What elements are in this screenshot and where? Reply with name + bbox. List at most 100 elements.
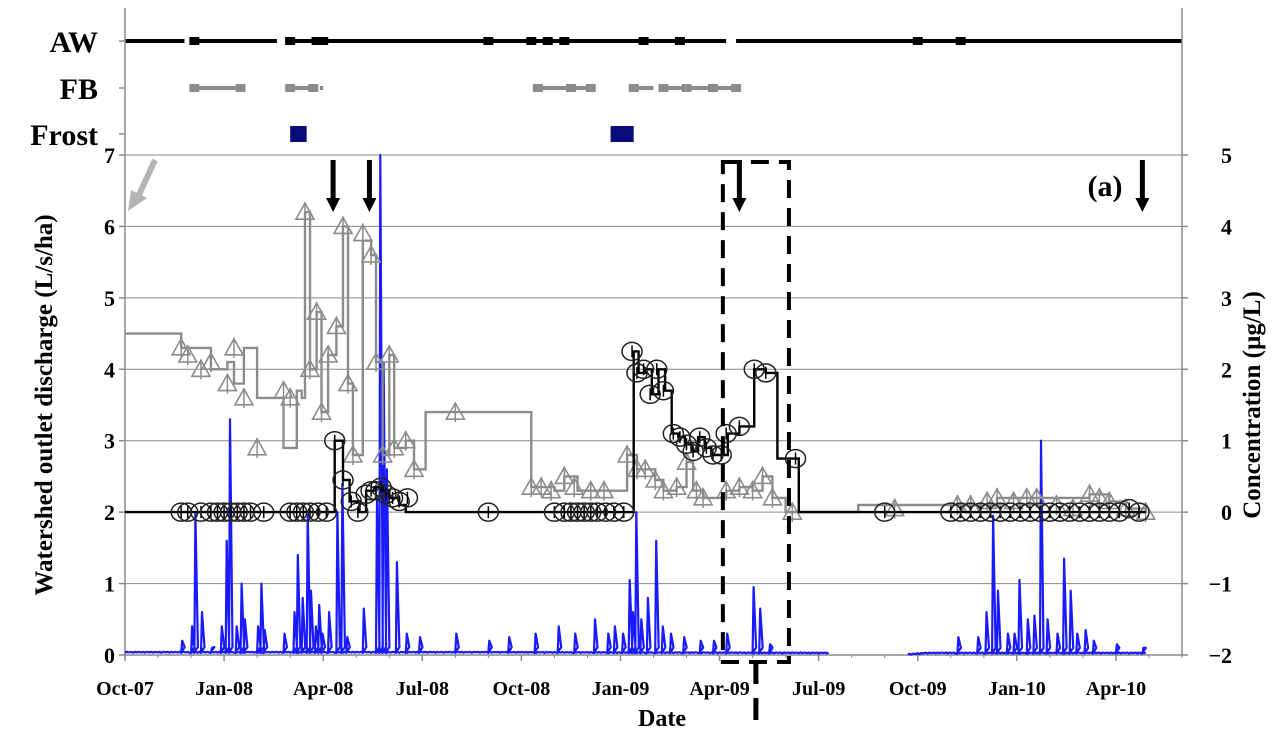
grey-triangle-point bbox=[326, 315, 347, 335]
grey-triangle-point bbox=[233, 387, 255, 406]
status-marker bbox=[585, 84, 596, 92]
black-circle-point bbox=[784, 448, 807, 469]
grey-triangle-point bbox=[190, 358, 212, 378]
grey-triangle-point bbox=[342, 444, 364, 463]
grey-triangle-point bbox=[299, 358, 321, 378]
grey-triangle-point bbox=[616, 444, 638, 463]
left-tick-label: 7 bbox=[104, 143, 115, 168]
grey-triangle-point bbox=[279, 387, 301, 406]
status-marker bbox=[189, 84, 200, 92]
x-tick-label: Jul-08 bbox=[396, 678, 449, 700]
black-circle-point bbox=[396, 488, 419, 508]
annotations bbox=[128, 158, 1150, 734]
black-circle-point bbox=[662, 423, 685, 444]
black-circle-point bbox=[323, 430, 346, 451]
grey-triangle-point bbox=[294, 201, 316, 220]
grey-triangle-point bbox=[246, 437, 268, 456]
right-tick-label: −2 bbox=[1208, 643, 1232, 668]
status-marker bbox=[731, 84, 742, 92]
grey-triangle-point bbox=[395, 430, 417, 449]
right-tick-label: 2 bbox=[1221, 357, 1232, 382]
black-circle-point bbox=[715, 423, 737, 444]
grey-triangle-point bbox=[676, 451, 697, 470]
black-circle-point bbox=[613, 502, 635, 522]
black-circle-point bbox=[307, 502, 329, 522]
black-circle-point bbox=[226, 502, 249, 522]
status-marker bbox=[674, 37, 685, 45]
black-circle-point bbox=[728, 416, 751, 437]
x-tick-label: Oct-09 bbox=[889, 678, 947, 700]
status-row-label: Frost bbox=[30, 119, 98, 152]
axes bbox=[119, 8, 1188, 661]
status-marker bbox=[318, 37, 329, 45]
grey-triangle-point bbox=[686, 480, 707, 499]
black-circle-point bbox=[477, 502, 500, 522]
x-tick-label: Apr-10 bbox=[1086, 678, 1146, 700]
status-marker bbox=[285, 37, 296, 45]
grey-triangle-point bbox=[200, 351, 222, 370]
black-circle-point bbox=[586, 502, 609, 522]
discharge-line bbox=[124, 153, 1147, 656]
grey-triangle-point bbox=[540, 480, 562, 499]
grey-triangle-point bbox=[563, 476, 585, 495]
grey-triangle-point bbox=[530, 476, 552, 495]
grey-triangle-point bbox=[692, 487, 714, 506]
right-tick-label: 3 bbox=[1221, 286, 1232, 311]
grey-triangle-point bbox=[729, 476, 750, 495]
left-tick-label: 0 bbox=[104, 643, 115, 668]
grey-triangle-point bbox=[360, 244, 382, 263]
status-marker bbox=[483, 37, 494, 45]
grey-triangle-point bbox=[444, 401, 466, 420]
grey-triangle-point bbox=[352, 222, 374, 242]
grey-step-line bbox=[125, 210, 1147, 514]
grey-triangle-point bbox=[337, 372, 359, 392]
frost-block bbox=[610, 126, 634, 142]
grey-triangle-point bbox=[653, 480, 674, 499]
status-marker bbox=[308, 84, 319, 92]
black-circle-point bbox=[315, 502, 338, 522]
status-marker bbox=[532, 84, 543, 92]
black-circle-point bbox=[579, 502, 602, 522]
black-circle-point bbox=[1128, 502, 1150, 522]
x-tick-label: Oct-08 bbox=[492, 678, 550, 700]
x-tick-label: Apr-09 bbox=[689, 678, 749, 700]
right-tick-label: 1 bbox=[1221, 429, 1232, 454]
right-tick-label: −1 bbox=[1208, 572, 1232, 597]
grey-triangle-point bbox=[644, 469, 666, 488]
black-circle-point bbox=[743, 359, 765, 380]
right-tick-label: 5 bbox=[1221, 143, 1232, 168]
grey-triangle-point bbox=[634, 458, 656, 478]
grey-triangle-point bbox=[403, 458, 425, 478]
grey-triangle-point bbox=[762, 487, 783, 506]
grey-triangle-point bbox=[217, 372, 238, 392]
status-marker bbox=[955, 37, 966, 45]
grey-arrow-head bbox=[128, 190, 147, 211]
status-marker bbox=[638, 37, 649, 45]
black-circle-point bbox=[347, 502, 369, 522]
x-tick-label: Apr-08 bbox=[293, 678, 353, 700]
status-marker bbox=[628, 84, 639, 92]
x-tick-label: Oct-07 bbox=[96, 678, 154, 700]
black-circle-point bbox=[177, 502, 199, 522]
black-concentration-series bbox=[125, 341, 1150, 522]
status-marker bbox=[912, 37, 923, 45]
grey-triangle-point bbox=[976, 490, 998, 510]
x-axis-title: Date bbox=[638, 706, 686, 732]
x-tick-label: Jul-09 bbox=[792, 678, 845, 700]
chart-text: 0 1 2 3 4 5 6 7 −2 −1 0 1 2 3 4 5 Oct-07 Jan-08 Apr-08 Jul-… bbox=[30, 26, 1266, 732]
grey-triangle-point bbox=[378, 344, 400, 363]
status-marker bbox=[526, 37, 537, 45]
left-axis-title: Watershed outlet discharge (L/s/ha) bbox=[31, 214, 58, 595]
grey-triangle-point bbox=[177, 344, 199, 363]
black-circle-point bbox=[292, 502, 315, 522]
grey-triangle-point bbox=[666, 476, 687, 495]
grey-triangle-point bbox=[580, 480, 602, 499]
status-marker bbox=[285, 84, 296, 92]
black-circle-point bbox=[688, 427, 711, 447]
x-tick-label: Jan-08 bbox=[195, 678, 253, 700]
black-circle-point bbox=[873, 502, 896, 522]
grey-triangle-point bbox=[1089, 487, 1110, 506]
black-circle-point bbox=[702, 445, 724, 465]
black-circle-point bbox=[573, 502, 595, 522]
black-circle-point bbox=[381, 488, 404, 508]
